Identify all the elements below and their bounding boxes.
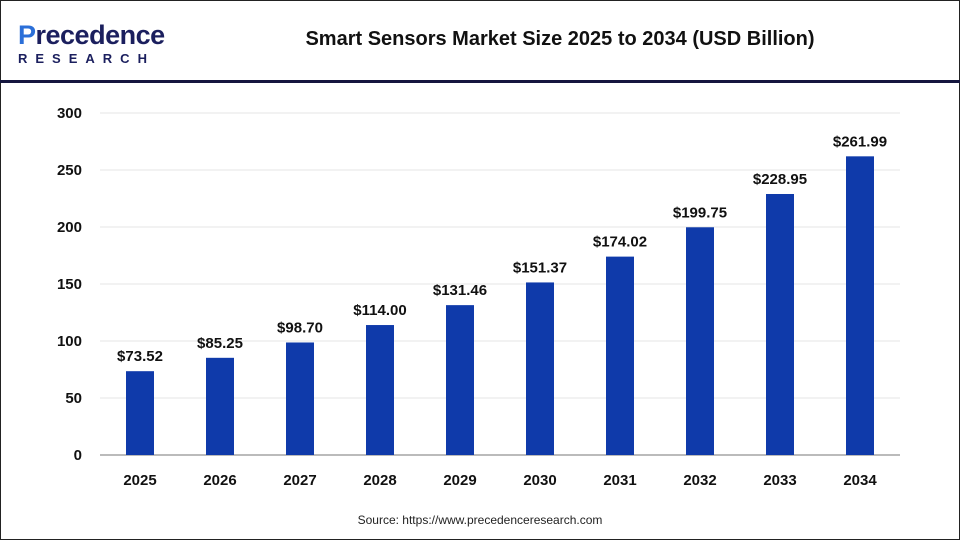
bar-2032 <box>686 227 714 455</box>
y-tick-label: 0 <box>74 447 82 464</box>
data-label: $114.00 <box>353 302 406 319</box>
data-label: $98.70 <box>277 319 323 336</box>
bar-2034 <box>846 156 874 455</box>
bar-2025 <box>126 371 154 455</box>
y-tick-label: 200 <box>57 219 82 236</box>
data-label: $228.95 <box>753 171 807 188</box>
data-label: $261.99 <box>833 133 887 150</box>
x-tick-label: 2026 <box>203 472 236 489</box>
logo-subtitle: RESEARCH <box>18 51 155 66</box>
x-tick-label: 2027 <box>283 472 316 489</box>
precedence-research-logo: Precedence RESEARCH <box>18 22 165 67</box>
header-divider <box>0 80 960 83</box>
data-label: $199.75 <box>673 204 727 221</box>
x-tick-label: 2034 <box>843 472 877 489</box>
bar-2031 <box>606 256 634 455</box>
y-tick-label: 100 <box>57 333 82 350</box>
x-tick-label: 2028 <box>363 472 396 489</box>
bar-2029 <box>446 305 474 455</box>
data-label: $131.46 <box>433 282 487 299</box>
x-tick-label: 2033 <box>763 472 796 489</box>
y-tick-label: 50 <box>65 390 82 407</box>
x-tick-label: 2029 <box>443 472 476 489</box>
logo-letter: P <box>18 20 36 50</box>
data-label: $174.02 <box>593 234 647 251</box>
logo-word: recedence <box>35 20 166 50</box>
x-tick-label: 2032 <box>683 472 716 489</box>
y-tick-label: 150 <box>57 276 82 293</box>
data-label: $151.37 <box>513 259 567 276</box>
bar-2033 <box>766 193 794 455</box>
data-label: $85.25 <box>197 335 243 352</box>
y-tick-label: 250 <box>57 162 82 179</box>
chart-title: Smart Sensors Market Size 2025 to 2034 (… <box>305 28 815 50</box>
x-tick-label: 2031 <box>603 472 636 489</box>
bar-2030 <box>526 282 554 455</box>
data-label: $73.52 <box>117 348 163 365</box>
y-tick-label: 300 <box>57 105 82 122</box>
x-tick-label: 2025 <box>123 472 156 489</box>
x-tick-label: 2030 <box>523 472 556 489</box>
bar-2028 <box>366 325 394 455</box>
bar-2026 <box>206 357 234 455</box>
bar-2027 <box>286 342 314 455</box>
source-note: Source: https://www.precedenceresearch.c… <box>357 513 603 527</box>
